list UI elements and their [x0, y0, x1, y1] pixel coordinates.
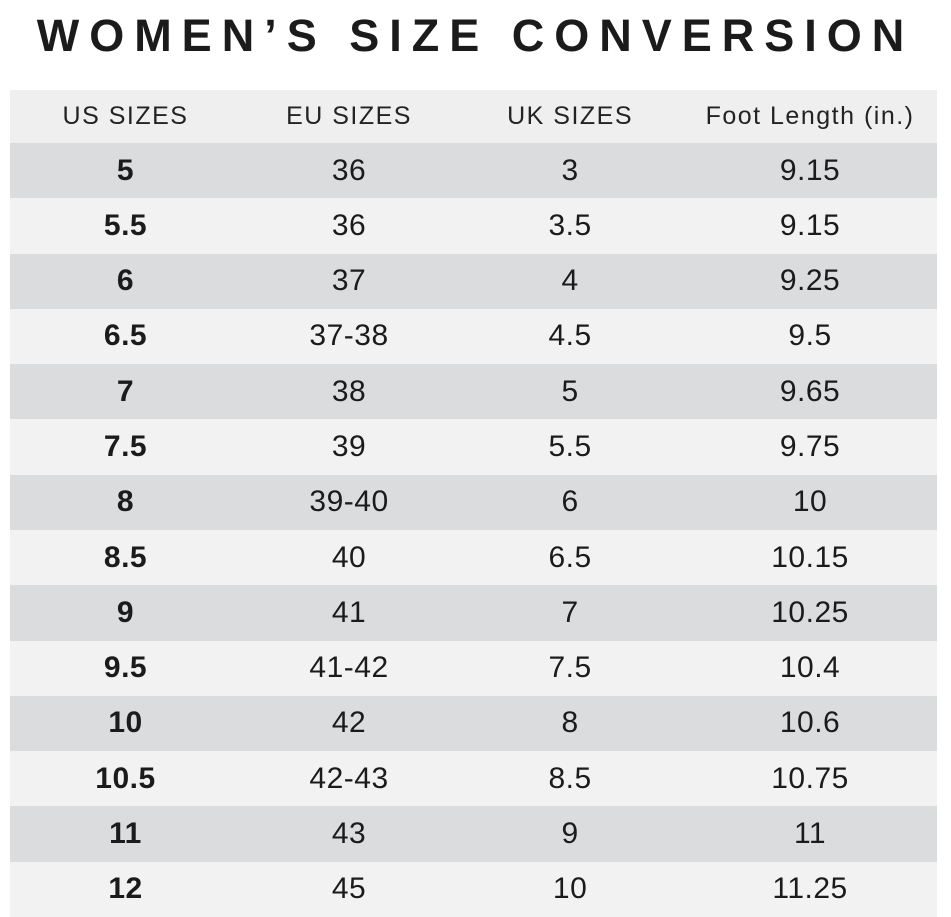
cell-uk-size: 8	[561, 706, 579, 740]
cell-uk-size: 9	[561, 817, 579, 851]
table-row: 7.5 39 5.5 9.75	[10, 419, 937, 475]
cell-us-size: 9	[116, 595, 135, 629]
cell-eu-size: 41-42	[309, 651, 389, 685]
cell-uk-size: 5	[561, 374, 579, 408]
column-header-uk-sizes: UK SIZES	[507, 102, 634, 130]
cell-eu-size: 36	[331, 208, 367, 242]
cell-eu-size: 37	[331, 264, 367, 298]
table-row: 9.5 41-42 7.5 10.4	[10, 640, 937, 696]
table-row: 5 36 3 9.15	[10, 143, 937, 199]
cell-us-size: 5	[116, 153, 135, 187]
cell-us-size: 5.5	[103, 208, 148, 242]
table-header-row: US SIZES EU SIZES UK SIZES Foot Length (…	[10, 90, 937, 143]
cell-us-size: 8	[116, 485, 135, 519]
cell-foot-length: 10.4	[779, 651, 841, 685]
cell-us-size: 9.5	[103, 651, 148, 685]
cell-uk-size: 7	[561, 595, 579, 629]
cell-eu-size: 43	[331, 817, 367, 851]
cell-eu-size: 39	[331, 430, 367, 464]
cell-eu-size: 39-40	[309, 485, 389, 519]
cell-us-size: 11	[109, 817, 142, 851]
cell-eu-size: 42-43	[309, 761, 389, 795]
cell-uk-size: 6.5	[548, 540, 592, 574]
table-row: 6 37 4 9.25	[10, 253, 937, 309]
column-header-foot-length: Foot Length (in.)	[705, 102, 915, 130]
cell-foot-length: 9.15	[779, 153, 841, 187]
cell-us-size: 10.5	[95, 761, 156, 795]
cell-foot-length: 11.25	[772, 872, 848, 906]
cell-uk-size: 6	[561, 485, 579, 519]
cell-foot-length: 10.6	[779, 706, 841, 740]
table-row: 10 42 8 10.6	[10, 695, 937, 752]
cell-foot-length: 10.75	[771, 761, 849, 795]
table-row: 11 43 9 11	[10, 806, 937, 862]
cell-eu-size: 40	[331, 540, 367, 574]
cell-foot-length: 9.5	[788, 319, 832, 353]
cell-eu-size: 38	[331, 374, 367, 408]
cell-uk-size: 3	[561, 153, 579, 187]
cell-us-size: 7.5	[103, 430, 148, 464]
size-conversion-table: US SIZES EU SIZES UK SIZES Foot Length (…	[10, 90, 937, 917]
table-row: 7 38 5 9.65	[10, 364, 937, 420]
cell-eu-size: 42	[331, 706, 367, 740]
cell-uk-size: 4	[561, 264, 579, 298]
table-row: 5.5 36 3.5 9.15	[10, 198, 937, 254]
cell-eu-size: 37-38	[309, 319, 389, 353]
cell-us-size: 6.5	[103, 319, 148, 353]
cell-foot-length: 10.25	[771, 595, 849, 629]
table-row: 9 41 7 10.25	[10, 585, 937, 641]
table-row: 8 39-40 6 10	[10, 474, 937, 530]
cell-uk-size: 4.5	[548, 319, 592, 353]
cell-foot-length: 9.75	[779, 430, 841, 464]
cell-us-size: 12	[108, 872, 143, 906]
cell-uk-size: 5.5	[548, 430, 592, 464]
cell-eu-size: 41	[331, 595, 367, 629]
column-header-us-sizes: US SIZES	[62, 102, 189, 130]
cell-uk-size: 7.5	[548, 651, 592, 685]
cell-uk-size: 8.5	[548, 761, 592, 795]
cell-us-size: 8.5	[103, 540, 148, 574]
table-body: 5 36 3 9.15 5.5 36 3.5 9.15 6 37 4 9.25 …	[10, 143, 937, 917]
cell-foot-length: 9.15	[779, 208, 841, 242]
cell-uk-size: 10	[552, 872, 588, 906]
cell-eu-size: 45	[331, 872, 367, 906]
table-row: 6.5 37-38 4.5 9.5	[10, 308, 937, 365]
cell-foot-length: 10.15	[771, 540, 849, 574]
cell-us-size: 6	[116, 264, 135, 298]
table-row: 10.5 42-43 8.5 10.75	[10, 751, 937, 807]
cell-foot-length: 9.25	[779, 264, 841, 298]
cell-uk-size: 3.5	[548, 208, 592, 242]
cell-eu-size: 36	[331, 153, 367, 187]
cell-foot-length: 10	[792, 485, 828, 519]
table-row: 8.5 40 6.5 10.15	[10, 529, 937, 586]
column-header-eu-sizes: EU SIZES	[286, 102, 412, 130]
cell-foot-length: 9.65	[779, 374, 841, 408]
cell-us-size: 7	[116, 374, 135, 408]
table-row: 12 45 10 11.25	[10, 861, 937, 917]
cell-us-size: 10	[108, 706, 143, 740]
cell-foot-length: 11	[793, 817, 827, 851]
page-title: WOMEN’S SIZE CONVERSION	[36, 10, 915, 61]
